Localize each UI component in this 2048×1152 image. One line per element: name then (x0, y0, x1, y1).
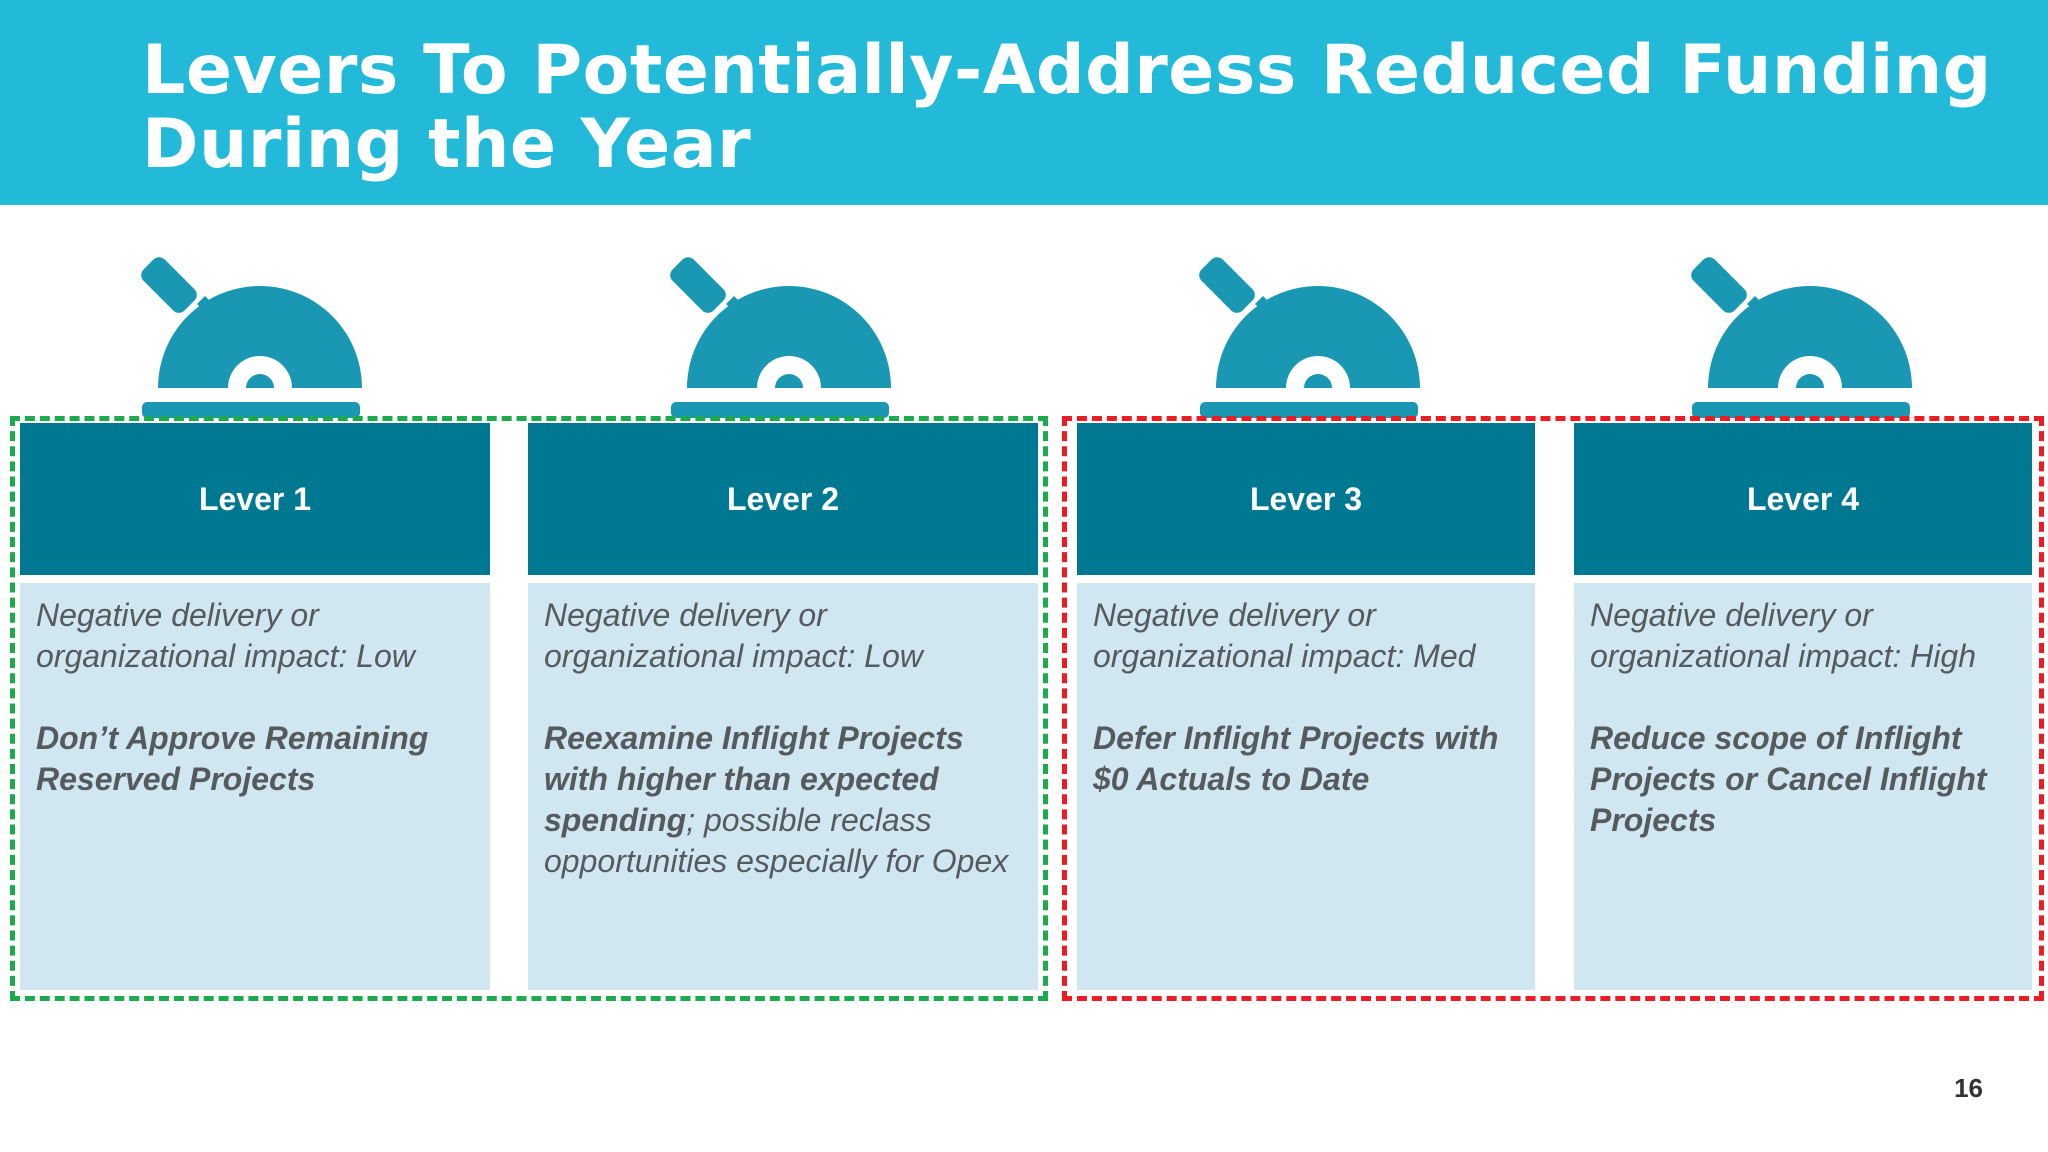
action-bold-text: Don’t Approve Remaining Reserved Project… (36, 720, 429, 797)
action-bold-text: Reduce scope of Inflight Projects or Can… (1590, 720, 1987, 838)
lever-icon (663, 244, 895, 420)
page-number: 16 (1954, 1073, 1983, 1103)
action-detail-text: ; possible reclass opportunities especia… (544, 802, 1009, 879)
action-text: Don’t Approve Remaining Reserved Project… (36, 718, 476, 800)
impact-text: Negative delivery or organizational impa… (1093, 597, 1476, 674)
lever-icon (134, 244, 366, 420)
lever-body: Negative delivery or organizational impa… (1077, 583, 1535, 990)
low-impact-group-outline (10, 416, 1048, 1001)
high-impact-group-outline (1062, 416, 2044, 1001)
lever-card: Lever 4 Negative delivery or organizatio… (1574, 423, 2032, 990)
action-bold-text: Defer Inflight Projects with $0 Actuals … (1093, 720, 1499, 797)
lever-header: Lever 4 (1574, 423, 2032, 575)
action-text: Reexamine Inflight Projects with higher … (544, 718, 1024, 882)
title-banner: Levers To Potentially-Address Reduced Fu… (0, 0, 2048, 205)
impact-text: Negative delivery or organizational impa… (36, 597, 415, 674)
lever-header: Lever 2 (528, 423, 1038, 575)
action-bold-text: Reexamine Inflight Projects with higher … (544, 720, 964, 838)
lever-card: Lever 2 Negative delivery or organizatio… (528, 423, 1038, 990)
lever-body: Negative delivery or organizational impa… (1574, 583, 2032, 990)
slide-title: Levers To Potentially-Address Reduced Fu… (142, 31, 1992, 184)
lever-card: Lever 1 Negative delivery or organizatio… (20, 423, 490, 990)
lever-icon (1684, 244, 1916, 420)
lever-body: Negative delivery or organizational impa… (20, 583, 490, 990)
lever-body: Negative delivery or organizational impa… (528, 583, 1038, 990)
lever-header: Lever 1 (20, 423, 490, 575)
action-text: Defer Inflight Projects with $0 Actuals … (1093, 718, 1521, 800)
lever-card: Lever 3 Negative delivery or organizatio… (1077, 423, 1535, 990)
impact-text: Negative delivery or organizational impa… (1590, 597, 1976, 674)
action-text: Reduce scope of Inflight Projects or Can… (1590, 718, 2018, 841)
lever-icon (1192, 244, 1424, 420)
impact-text: Negative delivery or organizational impa… (544, 597, 923, 674)
lever-header: Lever 3 (1077, 423, 1535, 575)
